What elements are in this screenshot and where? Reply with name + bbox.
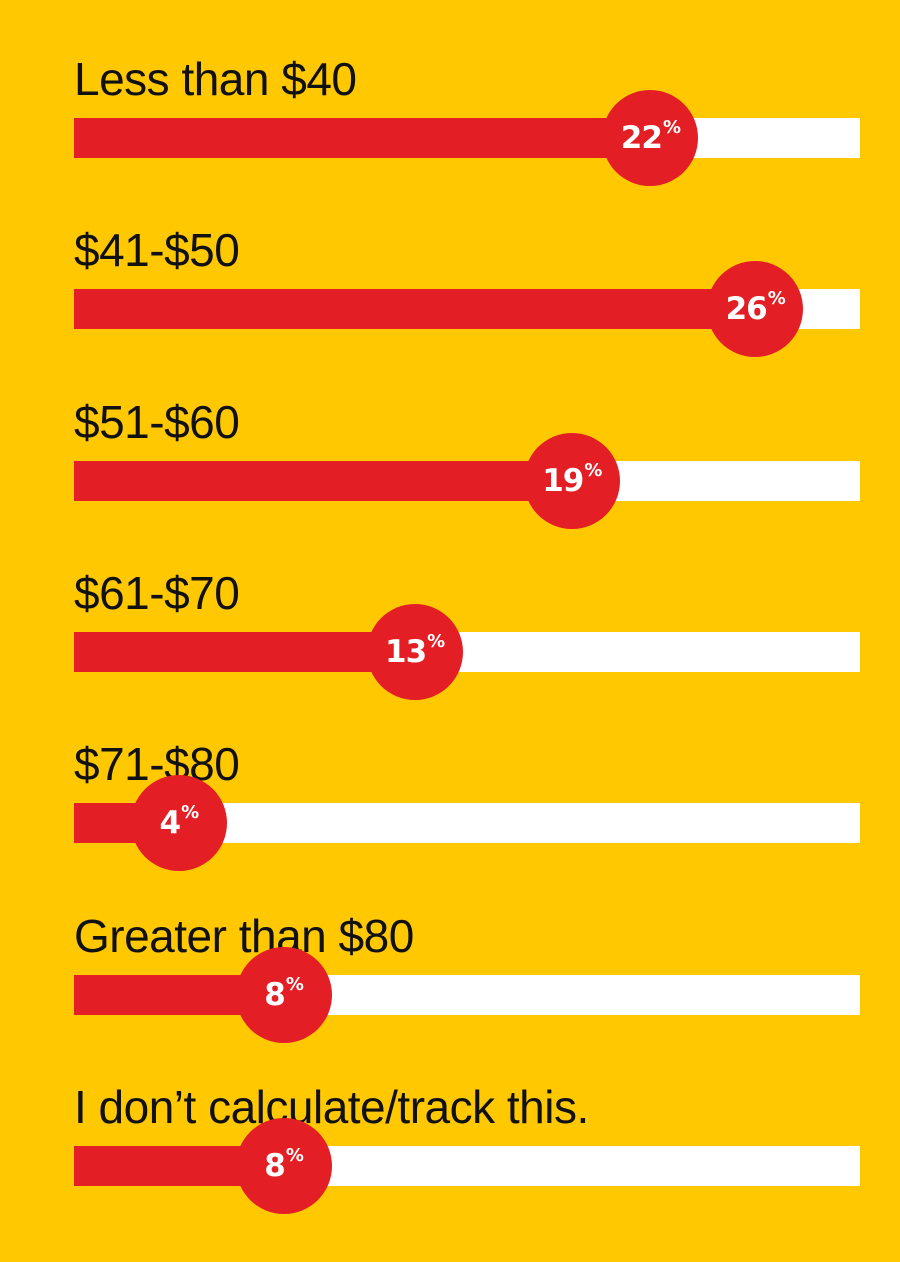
category-label: $51-$60 — [74, 396, 240, 448]
data-label-value: 19 — [542, 462, 584, 499]
data-label: 26% — [725, 289, 786, 327]
bar-fill — [74, 118, 651, 158]
bar-fill — [74, 289, 756, 329]
data-label-value: 22 — [620, 119, 663, 156]
data-label: 4% — [159, 803, 199, 841]
category-label: Less than $40 — [74, 53, 357, 105]
data-label-value: 4 — [159, 804, 181, 841]
data-label-value: 13 — [385, 633, 427, 670]
value-bubble: 8% — [235, 1118, 332, 1214]
data-label-suffix: % — [584, 459, 602, 481]
data-label: 13% — [385, 632, 445, 670]
data-label: 8% — [264, 1146, 304, 1184]
category-label: $61-$70 — [74, 567, 240, 619]
data-label: 22% — [620, 118, 681, 156]
category-label: $41-$50 — [74, 224, 240, 276]
category-label: Greater than $80 — [74, 910, 414, 962]
value-bubble: 19% — [523, 433, 620, 529]
bar-fill — [74, 461, 572, 501]
data-label-value: 26 — [725, 290, 768, 327]
value-bubble: 8% — [235, 947, 332, 1043]
data-label-suffix: % — [181, 801, 199, 823]
data-label-suffix: % — [285, 1144, 304, 1166]
bar-fill — [74, 632, 415, 672]
value-bubble: 4% — [130, 775, 227, 871]
data-label-value: 8 — [264, 1147, 286, 1184]
value-bubble: 13% — [366, 604, 463, 700]
value-bubble: 22% — [602, 90, 699, 186]
data-label-suffix: % — [427, 630, 445, 652]
data-label-suffix: % — [767, 287, 786, 309]
value-bubble: 26% — [707, 261, 804, 357]
category-label: I don’t calculate/track this. — [74, 1081, 589, 1133]
data-label-suffix: % — [662, 116, 681, 138]
data-label-suffix: % — [285, 973, 304, 995]
data-label: 8% — [264, 975, 304, 1013]
data-label-value: 8 — [264, 976, 286, 1013]
data-label: 19% — [542, 461, 602, 499]
